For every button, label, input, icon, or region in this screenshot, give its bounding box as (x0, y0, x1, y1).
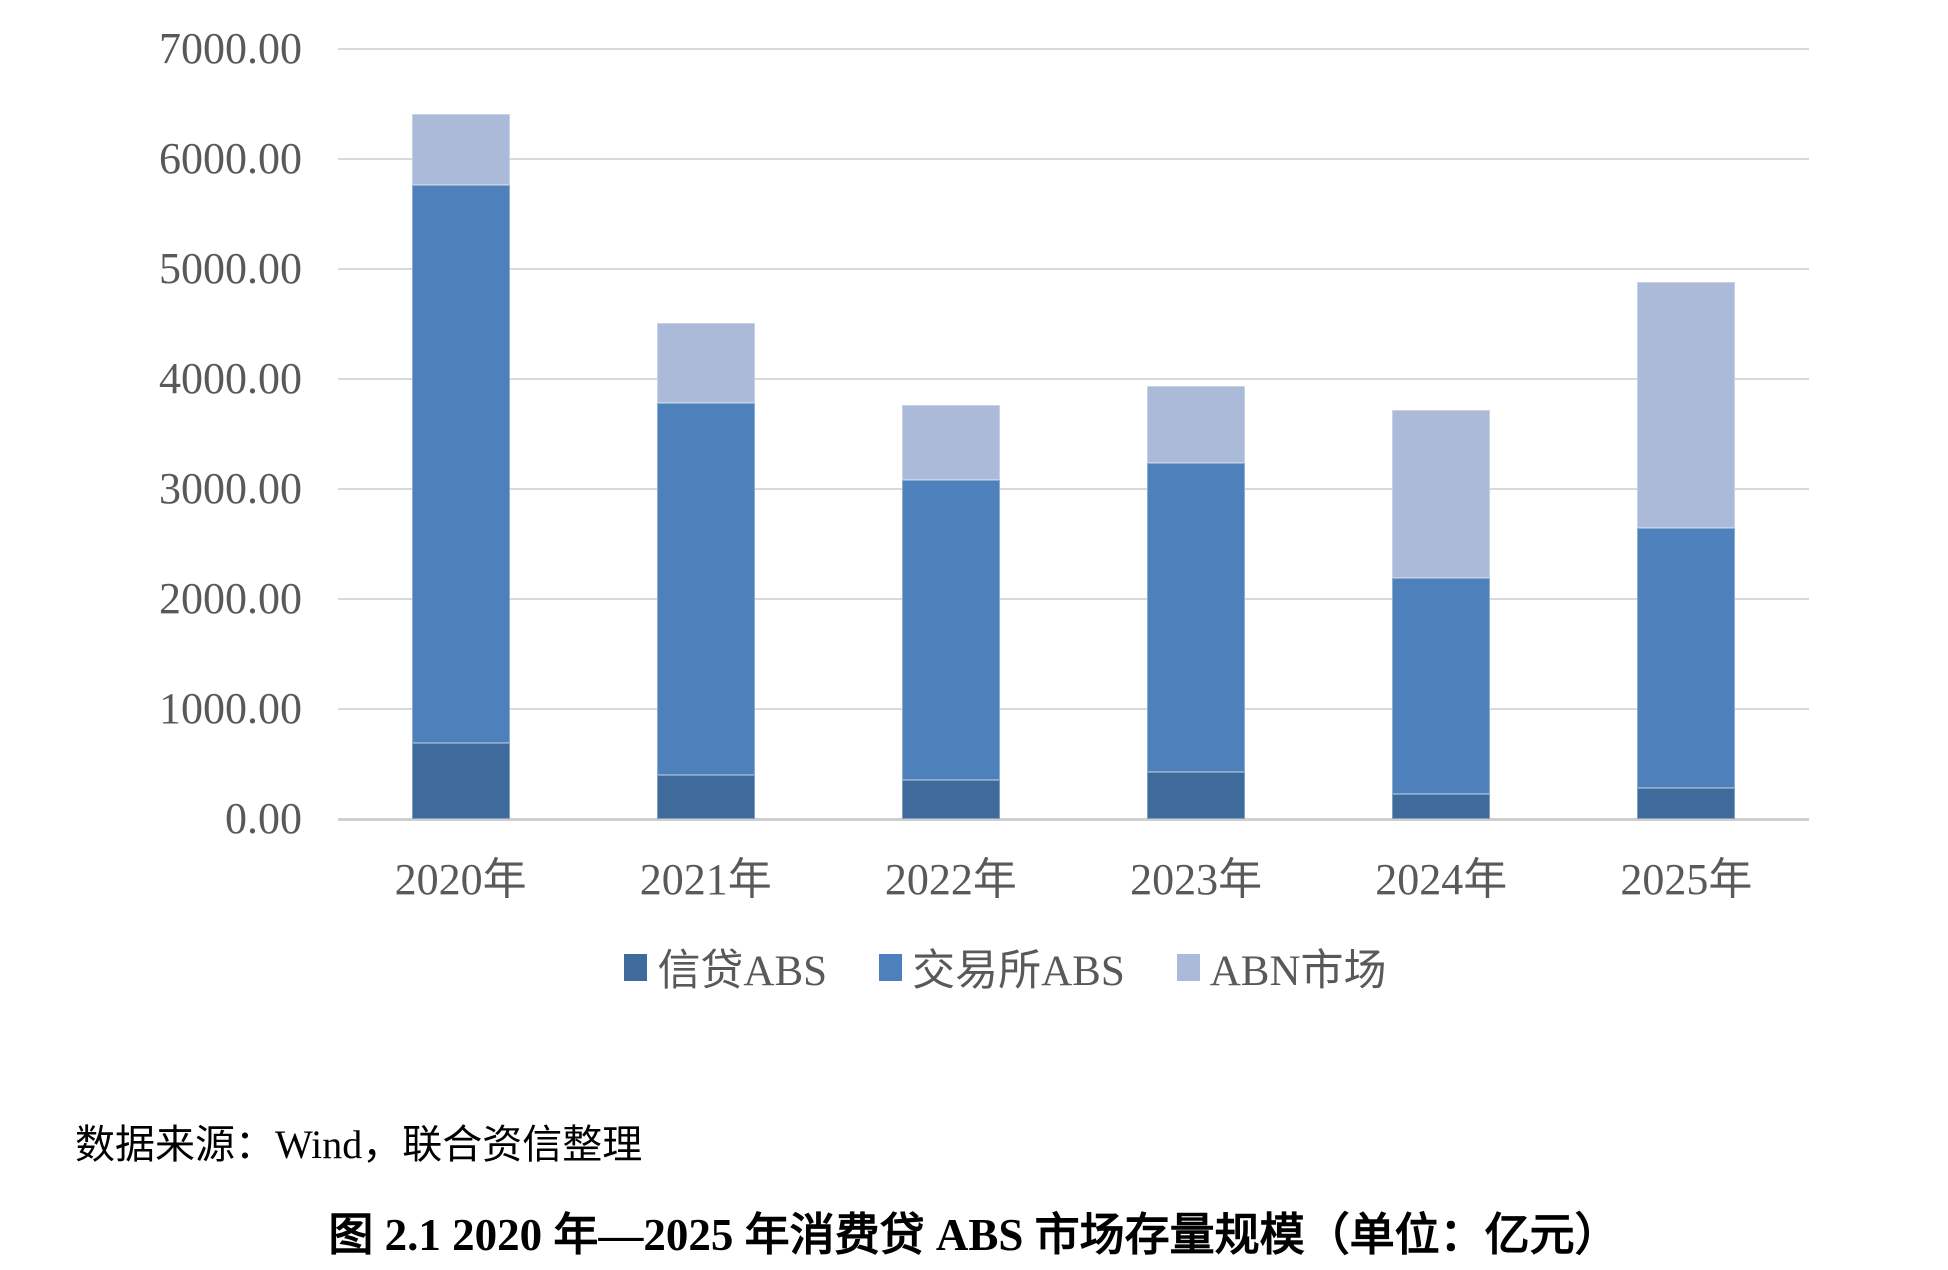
bar-segment (1147, 771, 1246, 819)
y-axis-tick-label: 5000.00 (159, 244, 302, 293)
bar-segment (901, 479, 1000, 780)
bar-2023年 (1147, 385, 1246, 819)
bar-segment (411, 185, 510, 744)
x-axis-category-label: 2020年 (394, 855, 527, 904)
legend-label: 交易所ABS (912, 948, 1125, 995)
legend-label: 信贷ABS (657, 948, 828, 995)
legend-item: 信贷ABS (624, 936, 827, 998)
legend: 信贷ABS 交易所ABS ABN市场 (270, 940, 1741, 995)
gridline (338, 158, 1809, 160)
x-axis-category-label: 2024年 (1375, 855, 1508, 904)
bar-segment (1392, 409, 1491, 579)
x-axis-category-label: 2021年 (639, 855, 772, 904)
bar-2022年 (901, 404, 1000, 819)
legend-item: ABN市场 (1176, 936, 1387, 998)
gridline (338, 598, 1809, 600)
bar-2024年 (1392, 409, 1491, 819)
bar-segment (901, 779, 1000, 819)
bar-segment (901, 404, 1000, 480)
legend-item: 交易所ABS (879, 936, 1125, 998)
gridline (338, 818, 1809, 821)
y-axis-tick-label: 1000.00 (159, 684, 302, 733)
bar-segment (656, 403, 755, 775)
figure-caption: 图 2.1 2020 年—2025 年消费贷 ABS 市场存量规模（单位：亿元） (328, 1210, 1620, 1260)
y-axis-tick-label: 3000.00 (159, 464, 302, 513)
y-axis-tick-label: 7000.00 (159, 24, 302, 73)
bar-2025年 (1637, 282, 1736, 819)
bar-2020年 (411, 113, 510, 819)
gridline (338, 268, 1809, 270)
y-axis-tick-label: 6000.00 (159, 134, 302, 183)
bar-segment (656, 774, 755, 819)
gridline (338, 708, 1809, 710)
gridline (338, 488, 1809, 490)
legend-color-swatch-icon (1176, 953, 1200, 981)
bar-segment (411, 743, 510, 819)
x-axis-category-label: 2023年 (1130, 855, 1263, 904)
bar-segment (1147, 462, 1246, 772)
bar-2021年 (656, 322, 755, 819)
y-axis-tick-label: 4000.00 (159, 354, 302, 403)
x-axis-category-label: 2022年 (884, 855, 1017, 904)
bar-segment (1637, 527, 1736, 789)
bar-segment (411, 113, 510, 186)
gridline (338, 378, 1809, 380)
legend-color-swatch-icon (624, 953, 648, 981)
gridline (338, 48, 1809, 50)
legend-label: ABN市场 (1209, 948, 1387, 995)
x-axis-category-label: 2025年 (1620, 855, 1753, 904)
bar-segment (1392, 793, 1491, 819)
bar-segment (1392, 578, 1491, 794)
bar-segment (1637, 788, 1736, 819)
y-axis-tick-label: 2000.00 (159, 574, 302, 623)
y-axis-tick-label: 0.00 (225, 794, 302, 843)
bar-segment (1147, 385, 1246, 463)
legend-color-swatch-icon (879, 953, 903, 981)
bar-segment (656, 322, 755, 404)
bar-segment (1637, 282, 1736, 528)
data-source-note: 数据来源：Wind，联合资信整理 (75, 1122, 643, 1167)
